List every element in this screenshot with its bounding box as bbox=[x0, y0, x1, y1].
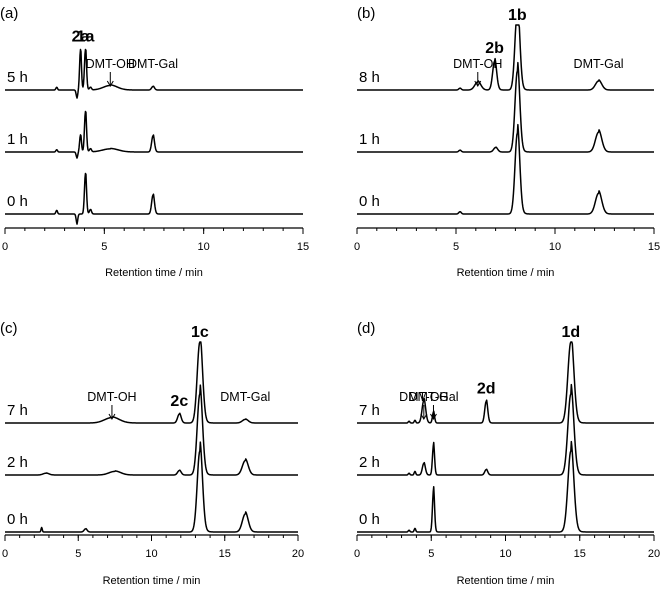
x-axis-title: Retention time / min bbox=[103, 575, 201, 587]
trace-time-label: 0 h bbox=[7, 193, 28, 210]
annotation-arrowhead bbox=[108, 413, 116, 420]
chart-panel: (b) 0 5 10 15 Retention time / min 8 h 1 h 0 h DM… bbox=[354, 5, 660, 279]
x-tick-label: 10 bbox=[549, 241, 561, 253]
trace-time-label: 1 h bbox=[7, 131, 28, 148]
annotation-label: DMT-OH bbox=[86, 57, 135, 71]
annotation-arrowhead bbox=[430, 413, 437, 420]
trace-time-label: 5 h bbox=[7, 69, 28, 86]
panel-label: (c) bbox=[0, 320, 18, 337]
peak-label: 1b bbox=[508, 7, 527, 24]
annotation-label: DMT-OH bbox=[87, 390, 136, 404]
x-axis-title: Retention time / min bbox=[105, 267, 203, 279]
chromatogram-trace bbox=[356, 24, 655, 91]
chromatogram-trace bbox=[356, 123, 655, 215]
annotation-label: DMT-Gal bbox=[408, 390, 458, 404]
panel-label: (b) bbox=[357, 5, 375, 22]
peak-label: 2b bbox=[485, 40, 504, 57]
chromatogram-trace bbox=[4, 172, 304, 225]
annotation-label: DMT-Gal bbox=[220, 390, 270, 404]
chromatogram-trace bbox=[356, 341, 655, 424]
annotation-label: DMT-Gal bbox=[128, 57, 178, 71]
chromatogram-trace bbox=[4, 441, 299, 533]
x-tick-label: 5 bbox=[101, 241, 107, 253]
chromatogram-trace bbox=[4, 384, 299, 476]
trace-time-label: 7 h bbox=[7, 402, 28, 419]
chromatogram-trace bbox=[356, 61, 655, 153]
chromatogram-trace bbox=[4, 48, 304, 99]
x-tick-label: 20 bbox=[648, 548, 660, 560]
panel-label: (d) bbox=[357, 320, 375, 337]
peak-label: 1a bbox=[77, 29, 95, 46]
x-tick-label: 5 bbox=[75, 548, 81, 560]
chromatogram-trace bbox=[356, 440, 655, 533]
trace-time-label: 2 h bbox=[359, 454, 380, 471]
x-axis-title: Retention time / min bbox=[457, 575, 555, 587]
x-tick-label: 10 bbox=[198, 241, 210, 253]
x-tick-label: 5 bbox=[428, 548, 434, 560]
trace-time-label: 8 h bbox=[359, 69, 380, 86]
x-tick-label: 15 bbox=[648, 241, 660, 253]
chart-panel: (a) 0 5 10 15 Retention time / min 5 h 1 h 0 h 2a… bbox=[0, 5, 309, 279]
x-tick-label: 0 bbox=[2, 548, 8, 560]
x-axis-title: Retention time / min bbox=[457, 267, 555, 279]
peak-label: 2a bbox=[72, 29, 90, 46]
chromatogram-trace bbox=[4, 110, 304, 159]
panel-label: (a) bbox=[0, 5, 18, 22]
x-tick-label: 10 bbox=[145, 548, 157, 560]
trace-time-label: 0 h bbox=[359, 193, 380, 210]
x-tick-label: 0 bbox=[354, 241, 360, 253]
x-tick-label: 20 bbox=[292, 548, 304, 560]
annotation-label: DMT-OH bbox=[453, 57, 502, 71]
chromatogram-trace bbox=[356, 383, 655, 476]
chart-panel: (d) 0 5 10 15 20 Retention time / min 7 h 2 h 0 h… bbox=[354, 320, 660, 587]
annotation-arrowhead bbox=[106, 80, 114, 87]
trace-time-label: 7 h bbox=[359, 402, 380, 419]
peak-label: 1c bbox=[191, 324, 209, 341]
annotation-label: DMT-Gal bbox=[574, 57, 624, 71]
x-tick-label: 15 bbox=[574, 548, 586, 560]
x-tick-label: 15 bbox=[219, 548, 231, 560]
annotation-label: DMT-OH bbox=[399, 390, 448, 404]
x-tick-label: 0 bbox=[2, 241, 8, 253]
annotation-arrowhead bbox=[420, 413, 428, 420]
x-tick-label: 5 bbox=[453, 241, 459, 253]
trace-time-label: 1 h bbox=[359, 131, 380, 148]
trace-time-label: 0 h bbox=[359, 511, 380, 528]
annotation-arrowhead bbox=[474, 80, 482, 87]
peak-label: 1d bbox=[562, 324, 581, 341]
x-tick-label: 0 bbox=[354, 548, 360, 560]
peak-label: 2d bbox=[477, 380, 496, 397]
peak-label: 2c bbox=[170, 393, 188, 410]
chromatogram-trace bbox=[4, 341, 299, 424]
trace-time-label: 2 h bbox=[7, 454, 28, 471]
x-tick-label: 10 bbox=[499, 548, 511, 560]
chart-panel: (c) 0 5 10 15 20 Retention time / min 7 h 2 h 0 h… bbox=[0, 320, 304, 587]
x-tick-label: 15 bbox=[297, 241, 309, 253]
trace-time-label: 0 h bbox=[7, 511, 28, 528]
